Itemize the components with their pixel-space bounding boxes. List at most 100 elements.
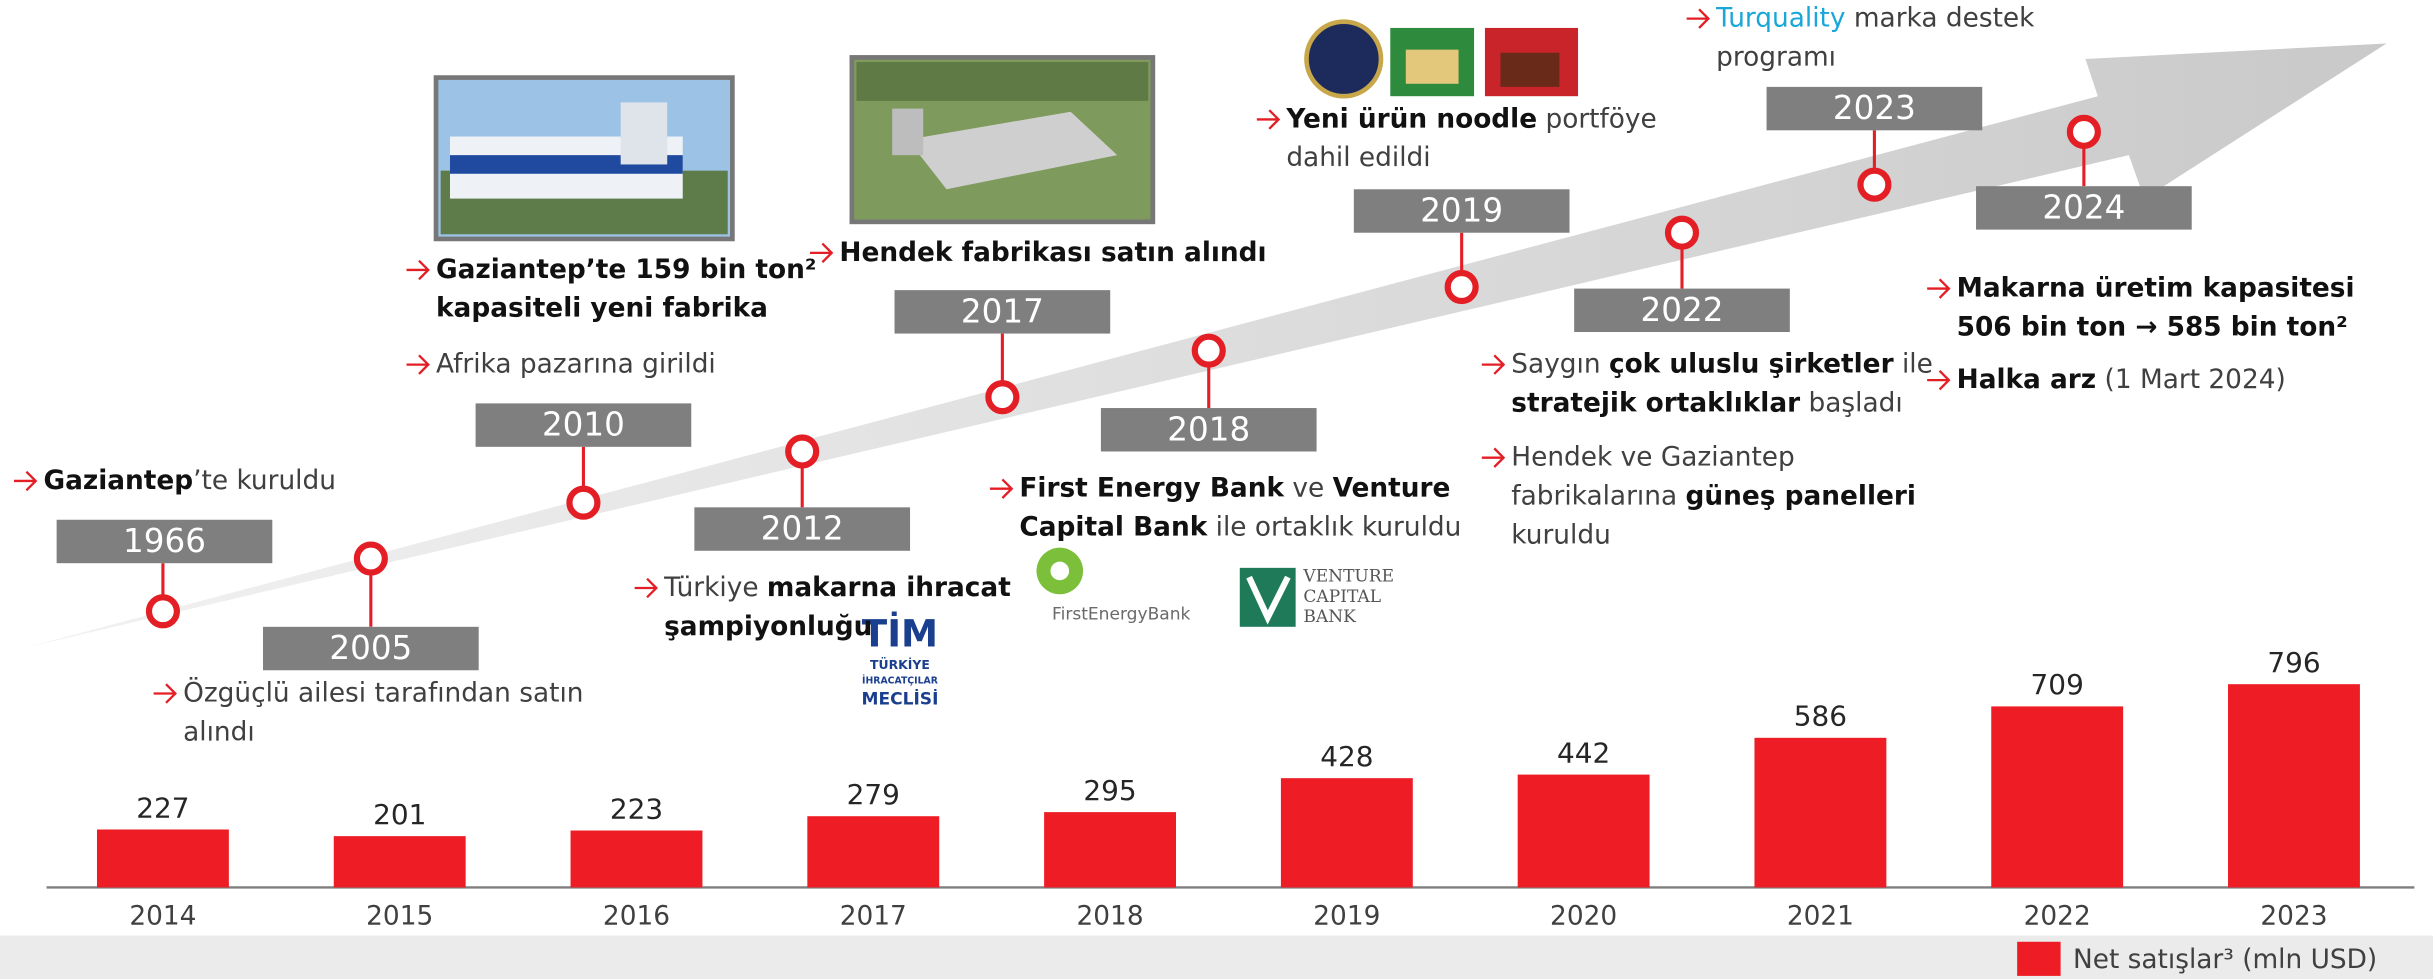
text-segment: First Energy Bank — [1019, 473, 1285, 503]
bar — [571, 831, 703, 888]
bar — [1754, 738, 1886, 888]
bar — [334, 836, 466, 887]
x-tick-label: 2023 — [2260, 901, 2327, 931]
milestone-dot — [1448, 273, 1476, 301]
bar — [1281, 778, 1413, 887]
bullet-text: Yeni ürün noodle portföye — [1285, 104, 1656, 134]
factory-photo — [436, 78, 732, 239]
year-label: 2012 — [761, 510, 844, 548]
text-segment: Türkiye — [663, 573, 767, 603]
bullet-text: kapasiteli yeni fabrika — [436, 293, 768, 323]
bullet-text: alındı — [183, 717, 255, 747]
bullet-arrow — [990, 479, 1012, 498]
text-segment: ile — [1894, 349, 1933, 379]
text-segment: Venture — [1333, 473, 1451, 503]
text-segment: ve — [1284, 473, 1333, 503]
text-segment: marka destek — [1845, 3, 2035, 33]
logo-text: İHRACATÇILAR — [862, 676, 938, 687]
milestone-dot — [788, 438, 816, 466]
value-label: 428 — [1320, 740, 1373, 773]
x-tick-label: 2020 — [1550, 901, 1617, 931]
text-segment: dahil edildi — [1286, 143, 1430, 173]
value-label: 201 — [373, 798, 426, 831]
value-label: 227 — [136, 791, 189, 824]
bullet-text: First Energy Bank ve Venture — [1019, 473, 1450, 503]
text-segment: Turquality — [1715, 3, 1845, 33]
logo-text: TÜRKİYE — [870, 657, 930, 672]
value-label: 709 — [2031, 668, 2084, 701]
year-label: 2005 — [329, 629, 412, 667]
legend-band — [0, 936, 2433, 979]
bar — [1991, 706, 2123, 887]
text-segment: Halka arz — [1957, 365, 2097, 395]
x-tick-label: 2019 — [1313, 901, 1380, 931]
bar — [97, 829, 229, 887]
milestone-dot — [569, 489, 597, 517]
value-label: 279 — [847, 778, 900, 811]
milestone-dot — [1195, 337, 1223, 365]
year-label: 2023 — [1833, 89, 1916, 127]
bullet-text: 506 bin ton → 585 bin ton² — [1957, 312, 2348, 342]
text-segment: başladı — [1800, 388, 1903, 418]
text-segment: kapasiteli yeni fabrika — [436, 293, 768, 323]
milestone-dot — [988, 383, 1016, 411]
tim-logo: TİM TÜRKİYE İHRACATÇILAR MECLİSİ — [861, 612, 938, 710]
text-segment: Gaziantep’te 159 bin ton² — [436, 254, 816, 284]
logo-text: MECLİSİ — [861, 688, 938, 710]
bullet-arrow — [14, 472, 36, 491]
text-segment: güneş panelleri — [1685, 481, 1915, 511]
bullet-text: Saygın çok uluslu şirketler ile — [1511, 349, 1933, 379]
value-label: 586 — [1794, 700, 1847, 733]
text-segment: Makarna üretim kapasitesi — [1957, 273, 2355, 303]
bullet-arrow — [1927, 279, 1949, 298]
milestone-dot — [2070, 118, 2098, 146]
value-label: 295 — [1083, 774, 1136, 807]
bullet-text: Halka arz (1 Mart 2024) — [1957, 365, 2286, 395]
bullet-arrow — [1687, 9, 1709, 28]
page: TİM TÜRKİYE İHRACATÇILAR MECLİSİ FirstEn… — [0, 0, 2433, 979]
venture-logo: VENTURE CAPITAL BANK — [1240, 567, 1394, 627]
value-label: 442 — [1557, 736, 1610, 769]
bullet-arrow — [407, 355, 429, 374]
bar — [2228, 684, 2360, 887]
value-label: 223 — [610, 792, 663, 825]
year-label: 2018 — [1167, 410, 1250, 448]
bar — [1044, 812, 1176, 887]
text-segment: alındı — [183, 717, 255, 747]
year-label: 2019 — [1420, 192, 1503, 230]
bullet-text: Gaziantep’te 159 bin ton² — [436, 254, 816, 284]
bullet-text: stratejik ortaklıklar başladı — [1511, 388, 1902, 418]
year-label: 1966 — [123, 522, 206, 560]
text-segment: stratejik ortaklıklar — [1511, 388, 1800, 418]
value-label: 796 — [2267, 646, 2320, 679]
text-segment: kuruldu — [1511, 520, 1610, 550]
bullet-text: Afrika pazarına girildi — [436, 349, 716, 379]
text-segment: portföye — [1537, 104, 1657, 134]
bullet-text: şampiyonluğu — [664, 611, 872, 641]
milestone-dot — [149, 597, 177, 625]
logo-text: VENTURE — [1302, 567, 1394, 587]
year-label: 2024 — [2042, 188, 2125, 226]
x-tick-label: 2022 — [2024, 901, 2091, 931]
logo-text: FirstEnergyBank — [1052, 604, 1191, 624]
text-segment: programı — [1716, 42, 1836, 72]
text-segment: Hendek fabrikası satın alındı — [839, 237, 1266, 267]
text-segment: makarna ihracat — [767, 573, 1011, 603]
text-segment: Gaziantep — [43, 465, 193, 495]
logo-text: TİM — [862, 612, 938, 656]
bullet-text: Türkiye makarna ihracat — [663, 573, 1011, 603]
bullet-text: Hendek fabrikası satın alındı — [839, 237, 1266, 267]
x-tick-label: 2017 — [840, 901, 907, 931]
x-tick-label: 2016 — [603, 901, 670, 931]
x-tick-label: 2021 — [1787, 901, 1854, 931]
bar — [1518, 775, 1650, 888]
text-segment: Yeni ürün noodle — [1285, 104, 1537, 134]
text-segment: fabrikalarına — [1511, 481, 1685, 511]
text-segment: Capital Bank — [1019, 512, 1208, 542]
x-tick-label: 2015 — [366, 901, 433, 931]
logo-text: BANK — [1303, 607, 1356, 627]
bullet-arrow — [1482, 448, 1504, 467]
logo-text: CAPITAL — [1303, 587, 1381, 607]
milestone-dot — [1668, 219, 1696, 247]
text-segment: Afrika pazarına girildi — [436, 349, 716, 379]
